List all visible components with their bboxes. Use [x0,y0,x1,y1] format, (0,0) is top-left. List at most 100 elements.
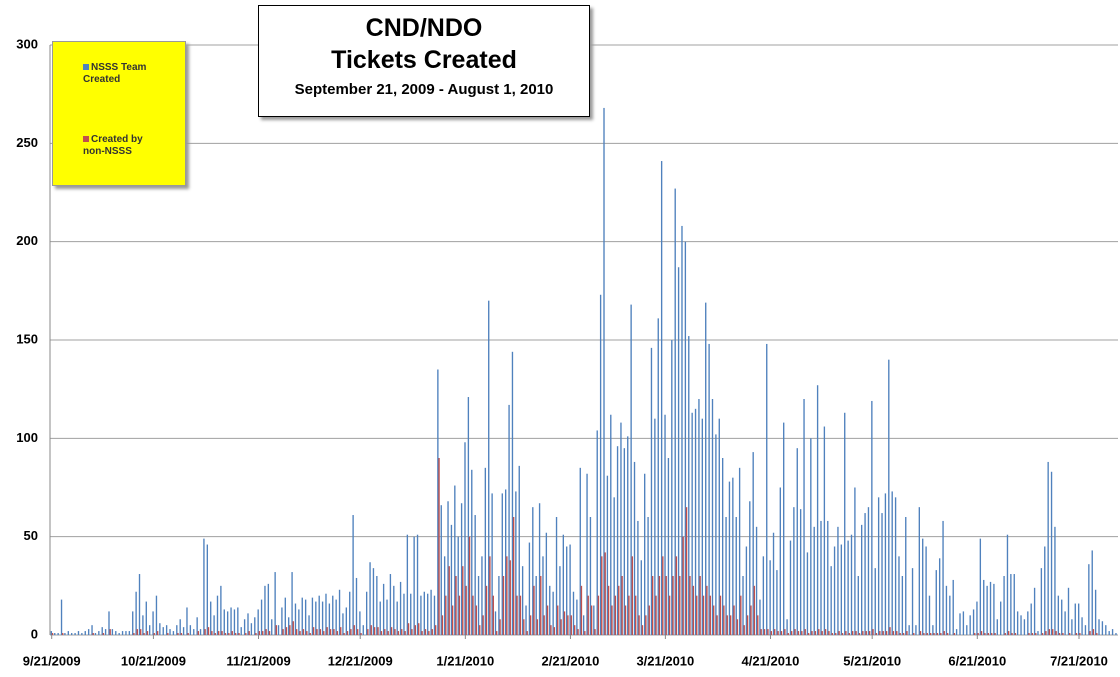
bar [779,487,781,635]
bar [404,631,406,635]
x-tick-label: 2/21/2010 [542,653,600,668]
bar [403,593,405,635]
bar [257,609,259,635]
bar [509,560,511,635]
bar [1014,633,1017,635]
bar [1000,601,1002,635]
bar [349,591,351,635]
bar [821,631,823,635]
legend-label: Created by non-NSSS [83,134,143,157]
bar [750,605,752,635]
bar [952,579,954,635]
bar [1047,461,1049,635]
bar [206,544,208,635]
bar [908,625,910,635]
bar [387,631,389,635]
x-tick-label: 7/21/2010 [1050,653,1108,668]
bar [355,577,358,635]
bar [852,631,854,635]
bar [752,452,754,635]
bar [274,572,276,635]
bar [457,536,459,635]
bar [512,517,515,635]
bar [892,631,895,635]
x-tick-label: 5/21/2010 [843,653,901,668]
chart-title-line-2: Tickets Created [331,46,517,74]
bar [1041,633,1044,635]
bar [1074,603,1076,635]
bar [845,631,847,635]
bar [390,627,393,635]
bar [664,414,666,635]
bar [726,615,728,635]
bar [837,526,839,635]
bar [214,633,216,635]
bar [118,633,120,635]
bar [1092,629,1095,635]
bar [942,520,944,635]
bar [1088,564,1090,635]
bar [233,609,236,635]
bar [932,625,934,635]
bar [271,619,273,635]
bar [721,458,724,635]
chart-title: CND/NDO [365,14,483,42]
bar [414,625,417,635]
bar [925,546,927,635]
bar [1016,611,1019,635]
bar [471,469,473,635]
bar [911,568,914,635]
bar [840,544,843,635]
bar [146,631,149,635]
bar [671,340,673,635]
bar [193,629,195,635]
bar [679,576,681,635]
bar [323,631,325,635]
bar [521,566,524,635]
bar [762,556,765,635]
bar [92,633,94,635]
bar [889,627,891,635]
bar [230,607,232,635]
bar [1027,611,1029,635]
bar [101,627,103,635]
bar [496,631,498,635]
bar [681,225,683,635]
bar [906,631,908,635]
x-tick-label: 9/21/2009 [23,653,81,668]
bar [393,585,395,635]
bar [342,613,344,635]
bar [854,487,856,635]
bar [428,631,430,635]
bar [884,493,887,635]
bar [943,631,945,635]
bar [352,515,354,635]
bar [830,566,832,635]
bar [1079,633,1081,635]
bar [455,576,457,635]
bar [882,631,884,635]
bar [599,294,602,635]
bar [555,517,558,635]
bar [623,448,626,635]
bar [407,623,410,635]
bar [692,585,695,635]
bar [516,595,518,635]
bar [111,629,114,635]
bar [790,631,793,635]
bar [291,572,293,635]
bar [641,625,644,635]
bar [340,627,342,635]
bar [288,617,290,635]
bar [694,408,697,635]
legend-entry: NSSS Team Created [83,62,161,86]
bar [682,536,684,635]
bar [319,629,322,635]
bar [689,576,691,635]
bar [810,438,812,635]
bar [535,576,537,635]
bar [675,556,678,635]
bar [284,597,286,635]
legend-label: NSSS Team Created [83,62,147,85]
bar [868,631,871,635]
